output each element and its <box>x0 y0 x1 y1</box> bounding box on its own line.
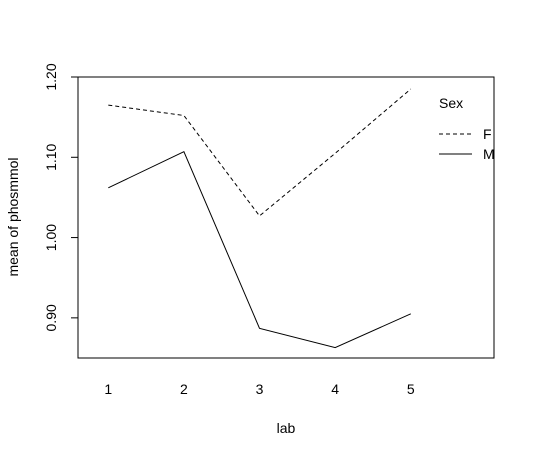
y-tick-label: 1.00 <box>43 224 59 251</box>
series-lines <box>108 89 411 348</box>
x-tick-label: 4 <box>331 381 339 397</box>
y-axis-title: mean of phosmmol <box>5 157 21 276</box>
y-tick-label: 0.90 <box>43 304 59 331</box>
legend-label-F: F <box>483 126 492 142</box>
x-tick-label: 2 <box>180 381 188 397</box>
legend-title: Sex <box>439 95 463 111</box>
y-tick-label: 1.10 <box>43 143 59 170</box>
x-axis-title: lab <box>277 420 296 436</box>
y-tick-label: 1.20 <box>43 63 59 90</box>
y-axis: 0.90 1.00 1.10 1.20 <box>43 63 78 331</box>
x-axis: 1 2 3 4 5 <box>104 358 415 397</box>
legend: Sex FM <box>439 95 495 162</box>
x-tick-label: 3 <box>256 381 264 397</box>
x-tick-label: 5 <box>407 381 415 397</box>
series-line-M <box>108 152 411 348</box>
plot-frame <box>78 77 494 358</box>
series-line-F <box>108 89 411 216</box>
legend-label-M: M <box>483 146 495 162</box>
x-tick-label: 1 <box>104 381 112 397</box>
